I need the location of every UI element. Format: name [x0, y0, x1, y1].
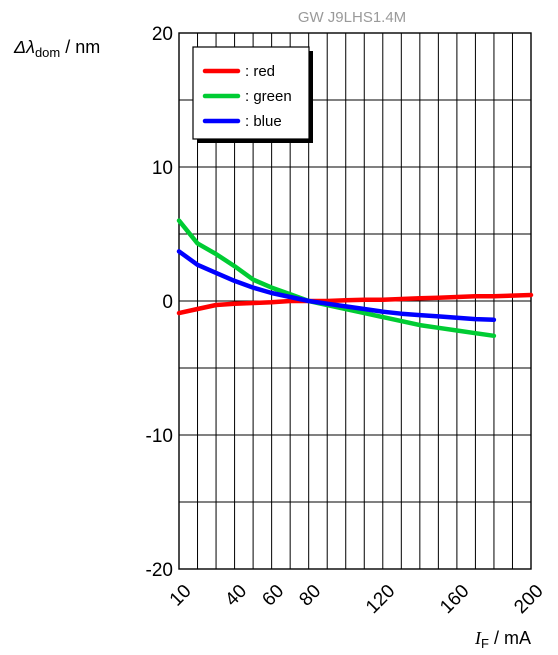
x-axis-label: IF / mA: [474, 628, 531, 651]
legend-label: : green: [245, 88, 292, 105]
x-tick-label: 160: [436, 581, 473, 618]
y-tick-labels: -20 -10 0 10 20: [146, 24, 173, 581]
legend: : red : green : blue: [192, 46, 313, 143]
x-tick-label: 80: [295, 581, 325, 611]
x-tick-label: 60: [258, 581, 288, 611]
legend-label: : red: [245, 63, 275, 80]
x-tick-label: 40: [221, 581, 251, 611]
y-tick-label: -10: [146, 426, 173, 447]
plot-frame: [178, 32, 532, 570]
plot-series: [176, 218, 534, 339]
watermark: GW J9LHS1.4M: [298, 9, 406, 26]
y-tick-label: 10: [152, 158, 173, 179]
x-tick-label: 120: [362, 581, 399, 618]
y-tick-label: 0: [162, 292, 173, 313]
y-tick-label: 20: [152, 24, 173, 45]
x-tick-label: 200: [510, 581, 547, 618]
series-line: [176, 292, 534, 316]
y-tick-label: -20: [146, 560, 173, 581]
x-tick-labels: 10 40 60 80 120 160 200: [166, 581, 548, 618]
x-tick-label: 10: [166, 581, 196, 611]
legend-box: [192, 46, 310, 140]
y-axis-label: Δλdom / nm: [13, 37, 100, 60]
legend-label: : blue: [245, 113, 282, 130]
series-line: [176, 249, 497, 323]
